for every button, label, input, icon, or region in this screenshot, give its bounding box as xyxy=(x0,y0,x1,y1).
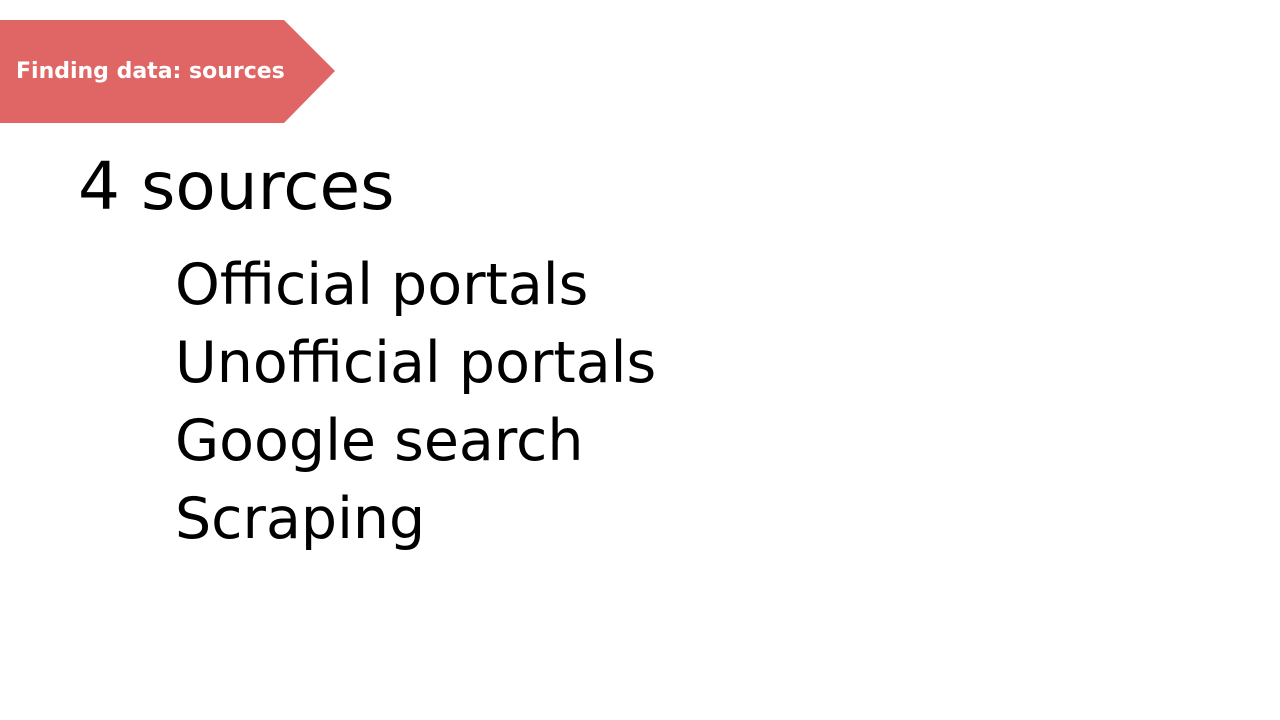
list-item-official-portals: Official portals xyxy=(175,252,589,318)
sources-list: Official portals Unofficial portals Goog… xyxy=(175,246,656,558)
list-item-google-search: Google search xyxy=(175,408,584,474)
section-tag: Finding data: sources xyxy=(0,20,335,123)
section-tag-label: Finding data: sources xyxy=(16,59,285,84)
list-item-unofficial-portals: Unofficial portals xyxy=(175,330,657,396)
list-item-scraping: Scraping xyxy=(175,486,426,552)
slide-title: 4 sources xyxy=(78,148,395,225)
